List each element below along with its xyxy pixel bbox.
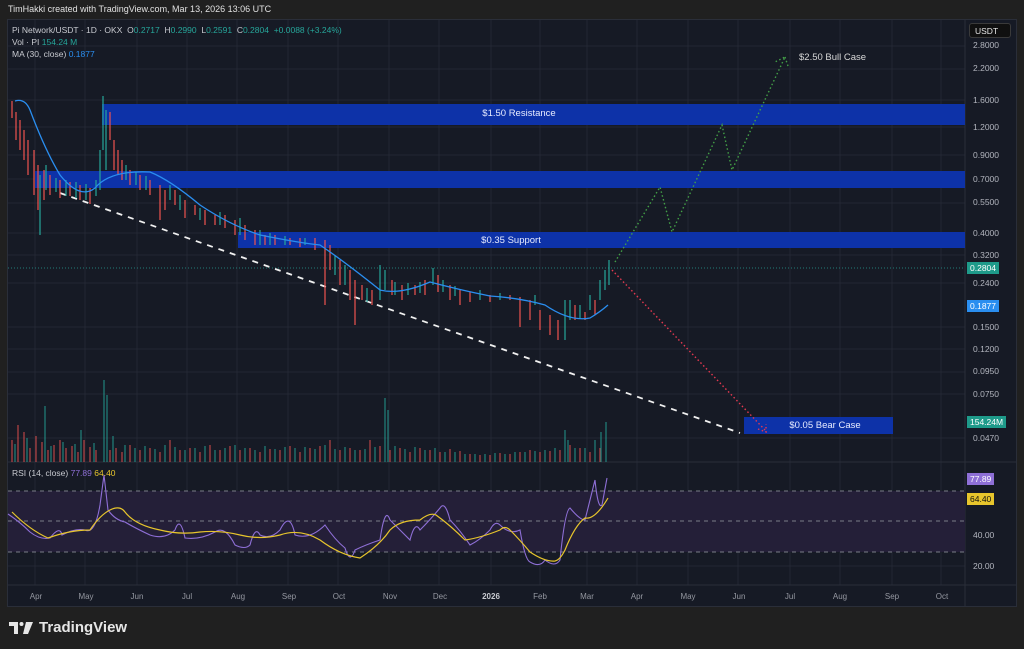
time-tick: May	[78, 592, 94, 601]
open-label: O	[127, 25, 134, 35]
volume-bars	[11, 380, 607, 462]
symbol-legend[interactable]: Pi Network/USDT · 1D · OKX O0.2717 H0.29…	[12, 24, 342, 60]
price-tick: 0.0750	[973, 389, 999, 399]
zones	[35, 104, 965, 434]
rsi-ma-line	[11, 497, 609, 562]
currency-button[interactable]: USDT	[969, 23, 1011, 38]
last-price-tag: 0.2804	[967, 262, 999, 274]
rsi-band-background	[8, 491, 965, 552]
support-zone[interactable]	[238, 232, 965, 248]
ma-value: 0.1877	[68, 49, 95, 59]
rsi-ma-tag: 64.40	[967, 493, 995, 505]
volume-value: 154.24 M	[41, 37, 78, 47]
time-tick: Jul	[784, 592, 796, 601]
time-tick: Jul	[181, 592, 193, 601]
rsi-tag: 77.89	[967, 473, 995, 485]
change-value: +0.0088 (+3.24%)	[273, 25, 342, 35]
price-tick: 2.8000	[973, 40, 999, 50]
time-tick: Feb	[533, 592, 547, 601]
rsi-label: RSI (14, close)	[12, 468, 69, 478]
ma-label: MA (30, close)	[12, 49, 67, 59]
volume-legend[interactable]: Vol · PI 154.24 M	[12, 36, 342, 48]
close-value: 0.2804	[242, 25, 269, 35]
chart-canvas[interactable]	[7, 19, 1017, 607]
ma-line	[14, 99, 609, 320]
close-label: C	[236, 25, 243, 35]
price-tick: 2.2000	[973, 63, 999, 73]
price-tick: 0.5500	[973, 197, 999, 207]
support-label: $0.35 Support	[481, 235, 541, 246]
time-tick: Jun	[130, 592, 144, 601]
price-tick: 0.7000	[973, 174, 999, 184]
time-tick: Jun	[732, 592, 746, 601]
resistance-label: $1.50 Resistance	[482, 108, 556, 119]
price-tick: 0.1200	[973, 344, 999, 354]
low-value: 0.2591	[206, 25, 233, 35]
time-tick: Nov	[382, 592, 398, 601]
time-tick: Mar	[580, 592, 594, 601]
time-tick: May	[680, 592, 696, 601]
ma-price-tag: 0.1877	[967, 300, 999, 312]
candles	[11, 96, 610, 340]
rsi-tick: 20.00	[973, 561, 995, 571]
resistance-zone[interactable]	[102, 104, 965, 125]
price-tick: 0.1500	[973, 322, 999, 332]
price-tick: 0.0470	[973, 433, 999, 443]
open-value: 0.2717	[133, 25, 160, 35]
bull-case-projection[interactable]	[614, 55, 789, 263]
tradingview-logo[interactable]: TradingView	[9, 619, 127, 636]
mid-zone[interactable]	[35, 171, 965, 188]
rsi-tick: 40.00	[973, 530, 995, 540]
bull-case-label: $2.50 Bull Case	[799, 52, 867, 63]
volume-tag: 154.24M	[967, 416, 1007, 428]
time-tick: Aug	[230, 592, 246, 601]
time-tick: Oct	[332, 592, 346, 601]
time-tick: Aug	[832, 592, 848, 601]
time-tick: Apr	[29, 592, 43, 601]
price-tick: 1.2000	[973, 122, 999, 132]
ma-legend[interactable]: MA (30, close) 0.1877	[12, 48, 342, 60]
time-tick: Oct	[935, 592, 949, 601]
low-label: L	[201, 25, 207, 35]
brand-name: TradingView	[39, 619, 128, 636]
time-tick: 2026	[482, 592, 500, 601]
price-tick: 0.3200	[973, 250, 999, 260]
bear-case-zone[interactable]	[744, 417, 893, 434]
rsi-legend[interactable]: RSI (14, close) 77.89 64.40	[12, 468, 116, 478]
rsi-value: 77.89	[70, 468, 92, 478]
descending-trendline[interactable]	[59, 192, 741, 434]
high-value: 0.2990	[170, 25, 197, 35]
time-tick: Apr	[630, 592, 644, 601]
price-tick: 0.4000	[973, 228, 999, 238]
tradingview-logo-icon	[9, 621, 33, 634]
bear-case-projection[interactable]	[611, 269, 767, 434]
price-tick: 0.9000	[973, 150, 999, 160]
time-tick: Sep	[281, 592, 297, 601]
price-tick: 1.6000	[973, 95, 999, 105]
rsi-ma-value: 64.40	[94, 468, 116, 478]
high-label: H	[164, 25, 171, 35]
price-tick: 0.0950	[973, 366, 999, 376]
symbol-title: Pi Network/USDT · 1D · OKX	[12, 25, 123, 35]
price-tick: 0.2400	[973, 278, 999, 288]
bear-case-label: $0.05 Bear Case	[789, 420, 861, 431]
rsi-line	[7, 474, 608, 566]
volume-label: Vol · PI	[12, 37, 40, 47]
time-tick: Sep	[884, 592, 900, 601]
time-tick: Dec	[432, 592, 448, 601]
attribution: TimHakki created with TradingView.com, M…	[8, 4, 272, 14]
